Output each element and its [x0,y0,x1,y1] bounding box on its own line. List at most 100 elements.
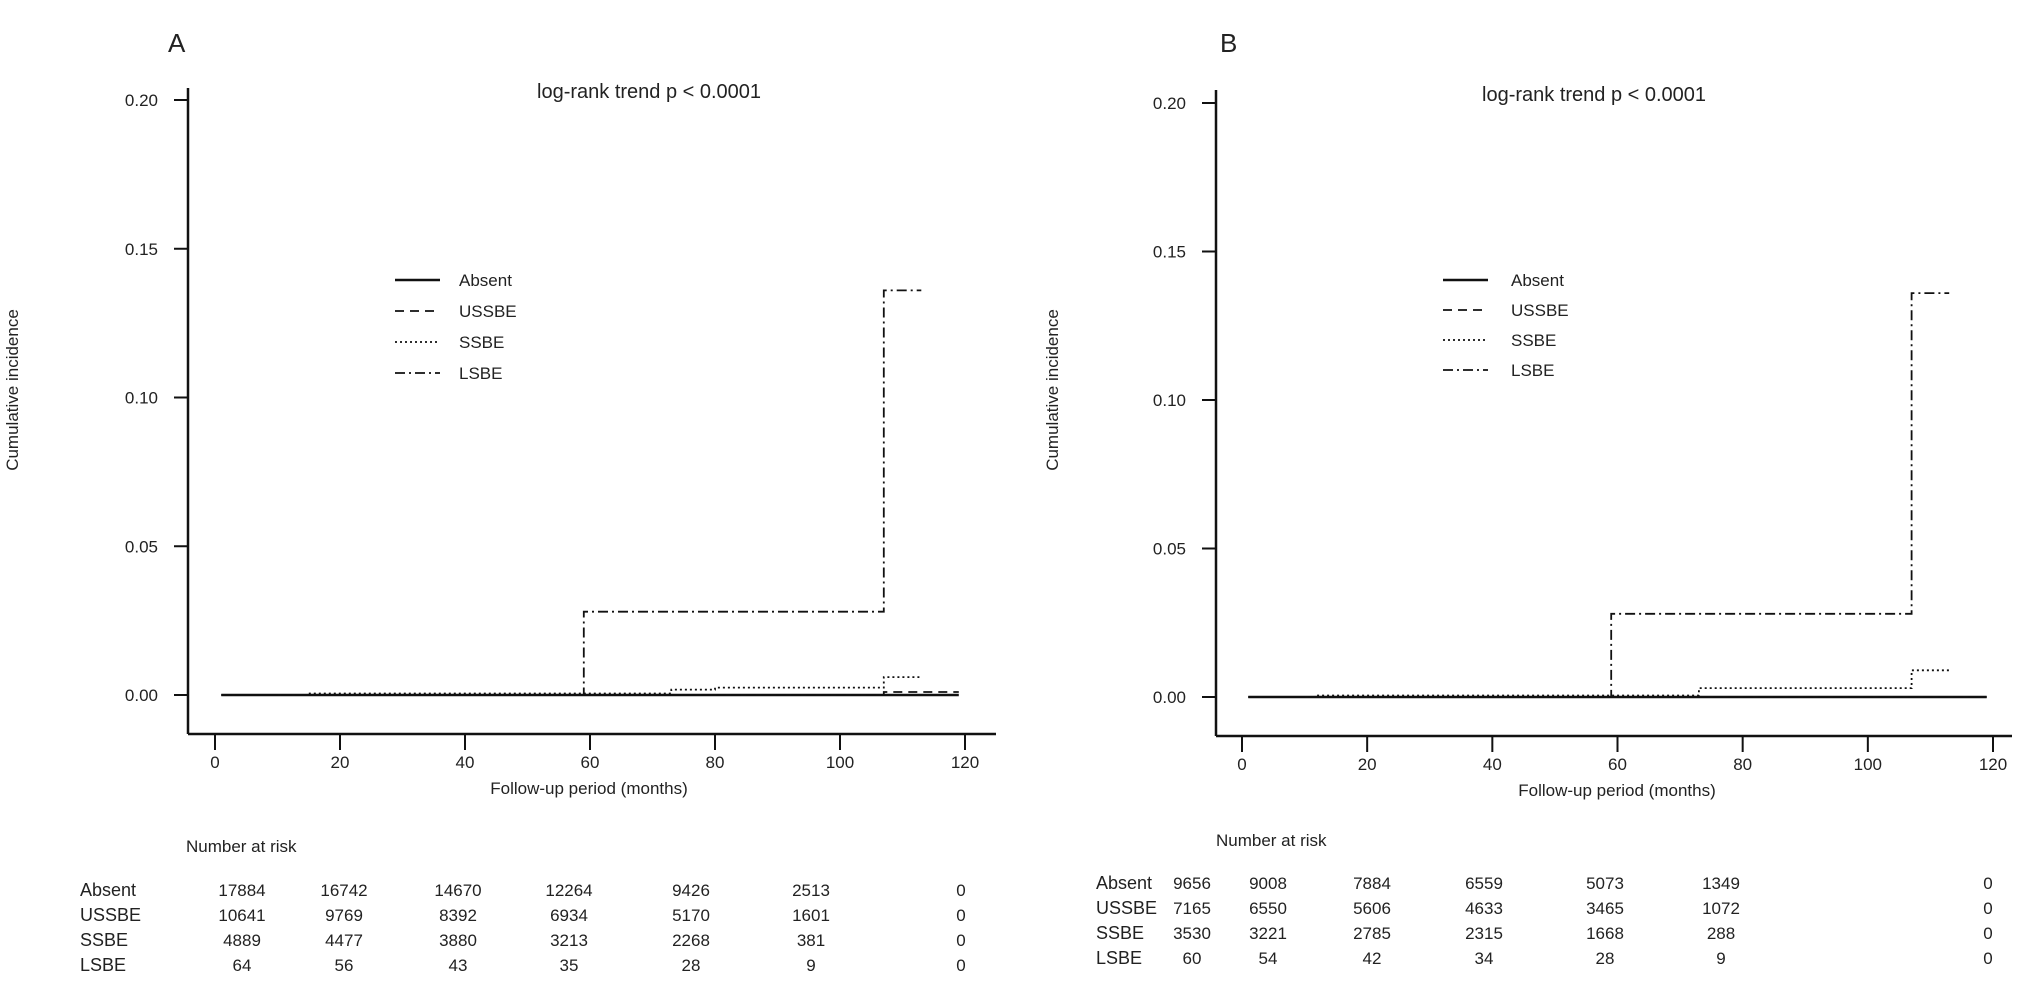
risk-cell: 288 [1707,924,1735,943]
y-tick-label: 0.05 [125,537,158,556]
risk-cell: 6934 [550,906,588,925]
risk-cell: 1601 [792,906,830,925]
y-tick-label: 0.10 [1153,391,1186,410]
risk-cell: 16742 [320,881,367,900]
risk-row-label: SSBE [1096,923,1144,943]
x-tick-label: 80 [1733,755,1752,774]
panel-label: A [168,28,186,58]
x-tick-label: 40 [1483,755,1502,774]
risk-cell: 60 [1183,949,1202,968]
risk-cell: 9426 [672,881,710,900]
risk-cell: 12264 [545,881,592,900]
risk-cell: 7884 [1353,874,1391,893]
risk-row-label: LSBE [1096,948,1142,968]
risk-cell: 0 [956,881,965,900]
risk-cell: 7165 [1173,899,1211,918]
risk-cell: 9 [1716,949,1725,968]
risk-cell: 14670 [434,881,481,900]
y-axis-label: Cumulative incidence [1043,309,1062,471]
risk-cell: 0 [1983,949,1992,968]
risk-cell: 28 [682,956,701,975]
x-tick-label: 120 [1979,755,2007,774]
y-tick-label: 0.15 [1153,243,1186,262]
risk-cell: 381 [797,931,825,950]
legend-label: LSBE [459,364,502,383]
x-tick-label: 60 [581,753,600,772]
y-tick-label: 0.20 [125,91,158,110]
legend-label: SSBE [459,333,504,352]
x-tick-label: 0 [210,753,219,772]
risk-cell: 42 [1363,949,1382,968]
series-line-lsbe [1248,292,1950,698]
risk-cell: 6550 [1249,899,1287,918]
y-tick-label: 0.00 [1153,688,1186,707]
risk-row-label: USSBE [1096,898,1157,918]
x-tick-label: 20 [331,753,350,772]
risk-cell: 4633 [1465,899,1503,918]
risk-table-title: Number at risk [186,837,297,856]
y-tick-label: 0.10 [125,389,158,408]
series-line-lsbe [221,289,922,696]
legend-label: SSBE [1511,331,1556,350]
risk-cell: 3880 [439,931,477,950]
risk-cell: 2513 [792,881,830,900]
risk-cell: 54 [1259,949,1278,968]
x-tick-label: 100 [1854,755,1882,774]
risk-cell: 3213 [550,931,588,950]
x-tick-label: 60 [1608,755,1627,774]
risk-cell: 1072 [1702,899,1740,918]
risk-cell: 5170 [672,906,710,925]
x-axis-label: Follow-up period (months) [1518,781,1715,800]
risk-cell: 9656 [1173,874,1211,893]
series-line-ussbe [221,691,959,696]
risk-cell: 1668 [1586,924,1624,943]
risk-cell: 9 [806,956,815,975]
risk-cell: 5073 [1586,874,1624,893]
risk-row-label: Absent [80,880,136,900]
risk-cell: 4477 [325,931,363,950]
y-tick-label: 0.00 [125,686,158,705]
risk-cell: 9769 [325,906,363,925]
risk-cell: 2785 [1353,924,1391,943]
risk-cell: 8392 [439,906,477,925]
x-tick-label: 120 [951,753,979,772]
risk-cell: 34 [1475,949,1494,968]
y-axis-label: Cumulative incidence [3,309,22,471]
legend-label: LSBE [1511,361,1554,380]
legend-label: USSBE [459,302,517,321]
risk-cell: 9008 [1249,874,1287,893]
risk-cell: 0 [1983,899,1992,918]
risk-cell: 3465 [1586,899,1624,918]
risk-cell: 4889 [223,931,261,950]
series-line-ssbe [1317,669,1950,697]
x-tick-label: 0 [1237,755,1246,774]
risk-table-title: Number at risk [1216,831,1327,850]
risk-row-label: Absent [1096,873,1152,893]
y-tick-label: 0.05 [1153,540,1186,559]
legend-label: USSBE [1511,301,1569,320]
legend-label: Absent [459,271,512,290]
x-tick-label: 100 [826,753,854,772]
panel-label: B [1220,28,1237,58]
risk-cell: 17884 [218,881,265,900]
x-axis-label: Follow-up period (months) [490,779,687,798]
risk-cell: 1349 [1702,874,1740,893]
x-tick-label: 80 [706,753,725,772]
risk-cell: 3221 [1249,924,1287,943]
risk-cell: 10641 [218,906,265,925]
risk-cell: 28 [1596,949,1615,968]
y-tick-label: 0.20 [1153,94,1186,113]
risk-cell: 6559 [1465,874,1503,893]
x-tick-label: 20 [1358,755,1377,774]
chart-title: log-rank trend p < 0.0001 [537,81,761,103]
y-tick-label: 0.15 [125,240,158,259]
risk-cell: 5606 [1353,899,1391,918]
risk-cell: 0 [1983,924,1992,943]
risk-cell: 2268 [672,931,710,950]
risk-cell: 0 [1983,874,1992,893]
risk-cell: 0 [956,931,965,950]
risk-cell: 35 [560,956,579,975]
series-line-ssbe [308,676,922,695]
risk-cell: 3530 [1173,924,1211,943]
